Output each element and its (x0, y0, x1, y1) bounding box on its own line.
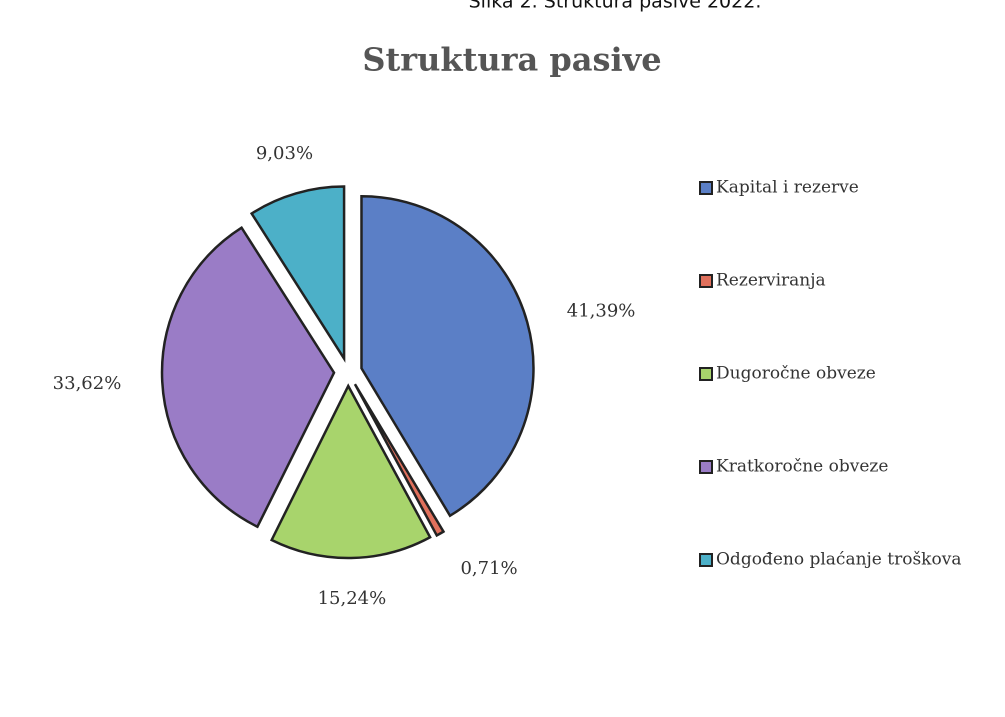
legend-label: Dugoročne obveze (716, 364, 876, 384)
legend-swatch (699, 367, 713, 381)
pie-slice (269, 383, 432, 560)
pie-slice (360, 195, 535, 518)
legend-swatch (699, 553, 713, 567)
caption: Slika 2. Struktura pasive 2022. (469, 0, 762, 13)
legend-label: Kratkoročne obveze (716, 457, 888, 477)
legend-swatch (699, 274, 713, 288)
legend-label: Rezerviranja (716, 271, 826, 291)
legend-swatch (699, 181, 713, 195)
data-label: 9,03% (256, 143, 313, 164)
pie-slice (160, 225, 336, 529)
data-label: 15,24% (318, 588, 387, 609)
pie-slice (353, 383, 446, 538)
pie-slice (249, 185, 346, 363)
legend-swatch (699, 460, 713, 474)
data-label: 0,71% (460, 558, 517, 579)
legend-label: Kapital i rezerve (716, 178, 859, 198)
chart-title: Struktura pasive (362, 41, 661, 79)
data-label: 33,62% (53, 373, 122, 394)
data-label: 41,39% (567, 300, 636, 321)
legend-label: Odgođeno plaćanje troškova (716, 550, 961, 570)
